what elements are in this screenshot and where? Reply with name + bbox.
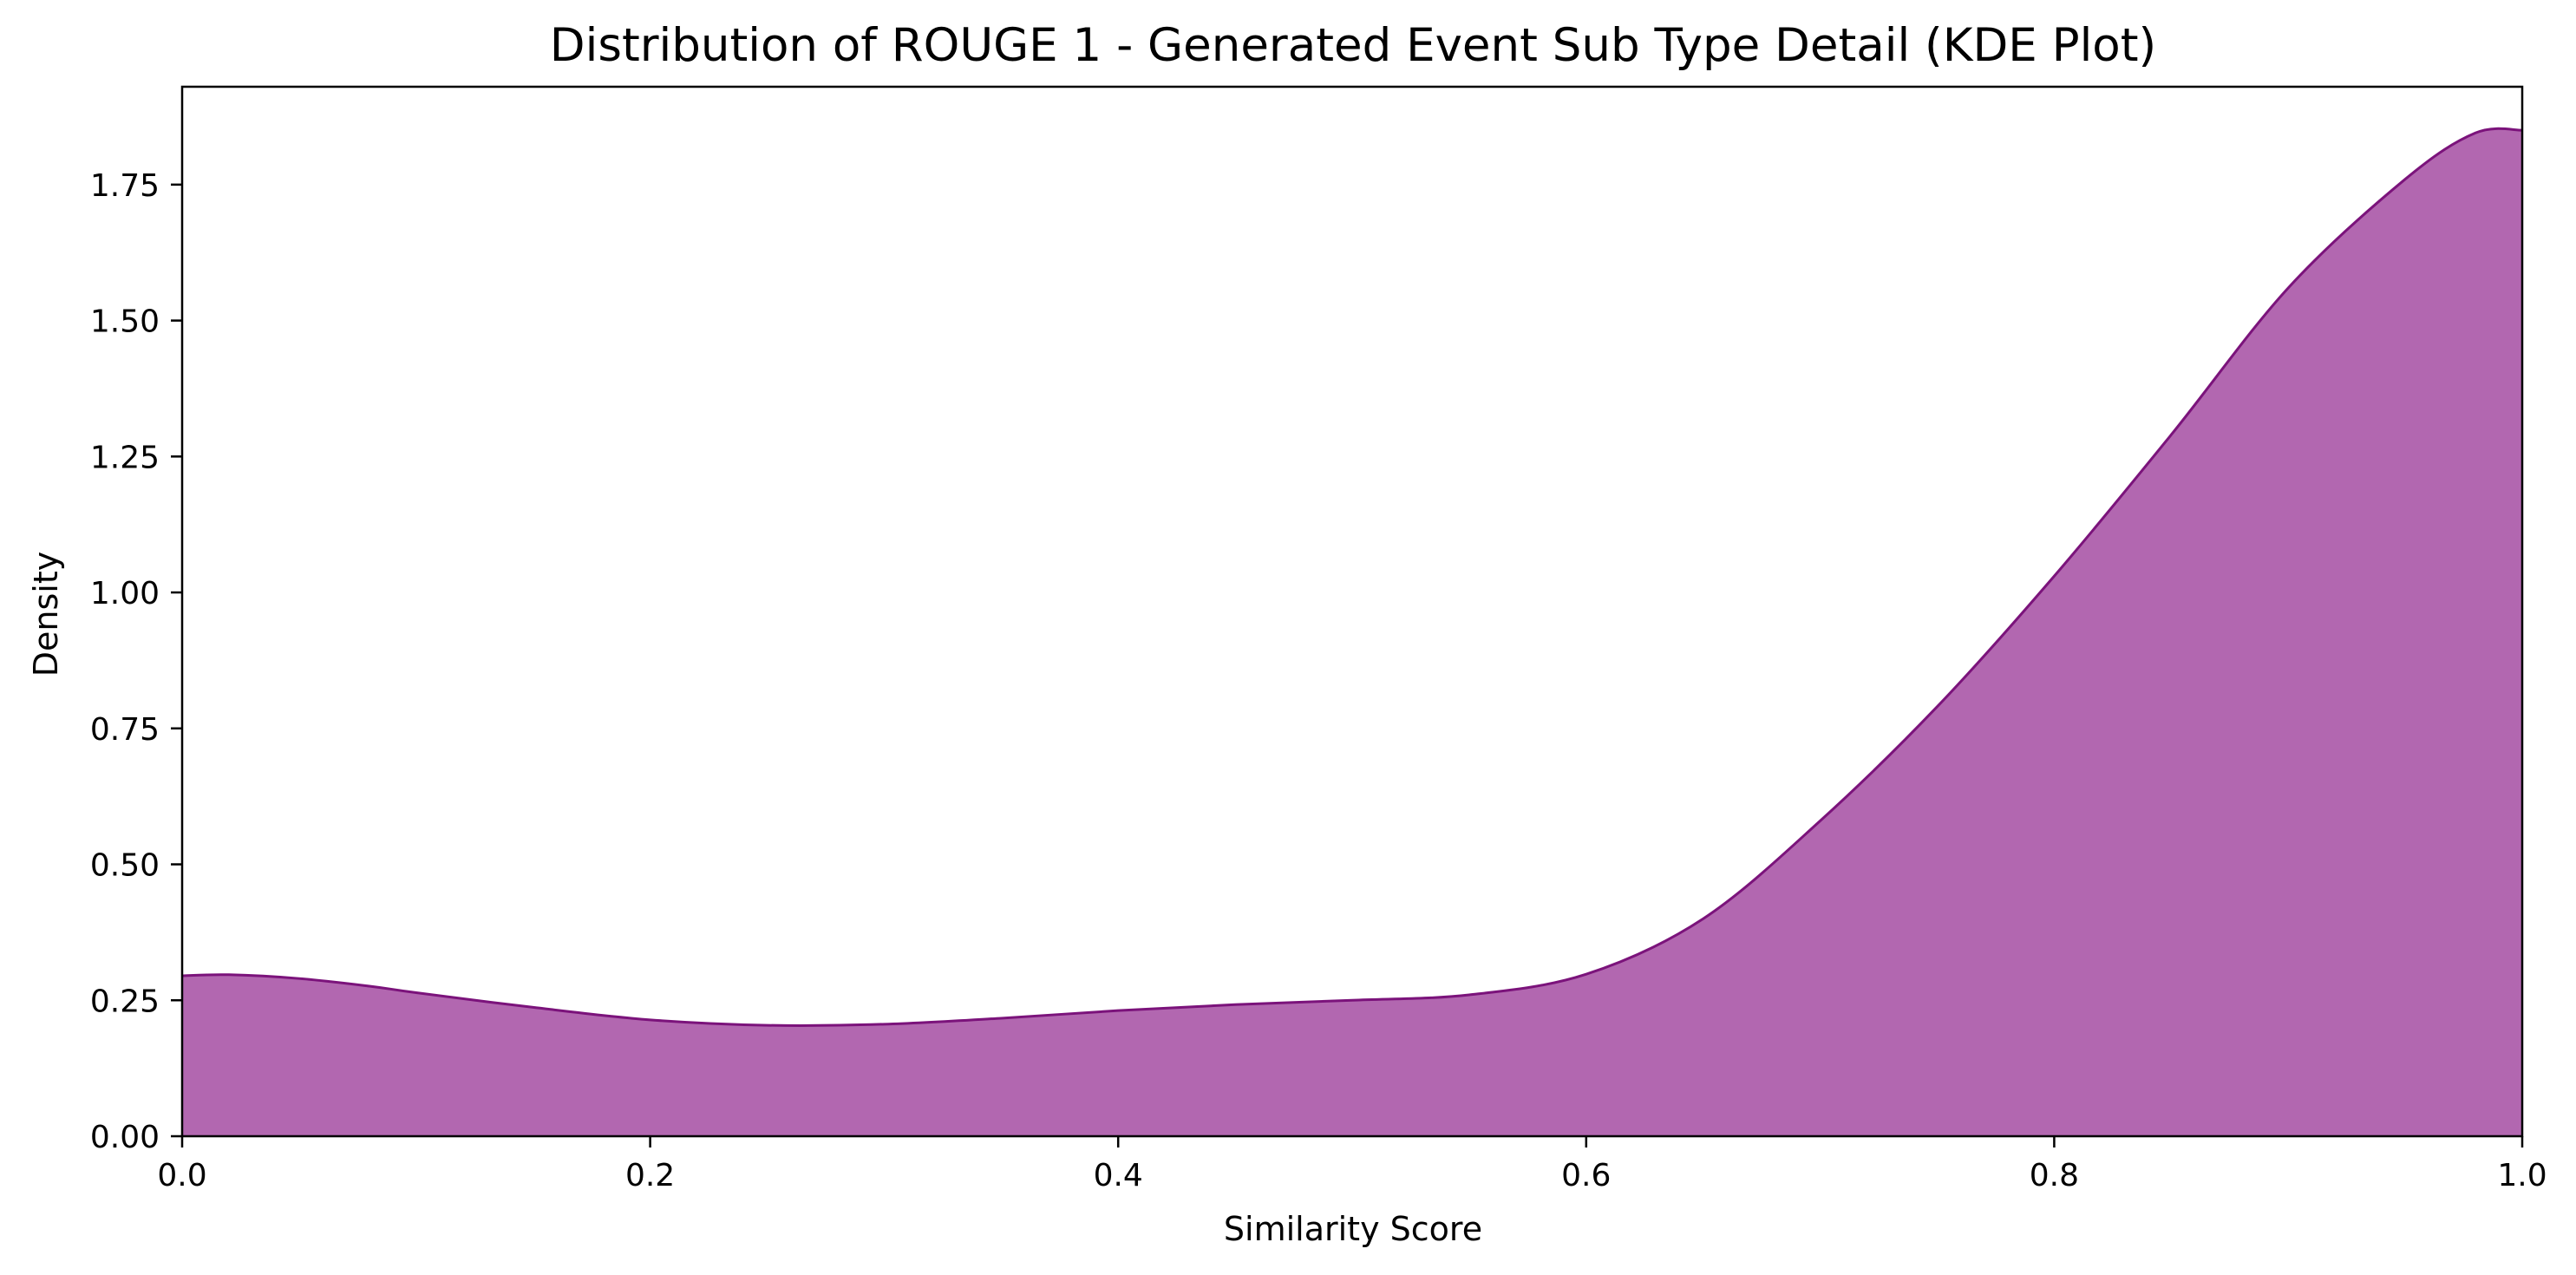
y-axis-label: Density: [27, 552, 65, 677]
x-axis: 0.0 0.2 0.4 0.6 0.8 1.0: [157, 1136, 2547, 1193]
x-tick-label: 1.0: [2497, 1158, 2547, 1193]
x-tick-label: 0.0: [157, 1158, 206, 1193]
kde-area: [182, 128, 2522, 1136]
x-tick-label: 0.2: [625, 1158, 675, 1193]
y-tick-label: 0.50: [90, 848, 160, 884]
plot-area: [181, 127, 2523, 1136]
x-tick-label: 0.8: [2030, 1158, 2079, 1193]
plot-frame: [180, 85, 2524, 1138]
y-tick-label: 0.25: [90, 984, 160, 1019]
x-axis-label: Similarity Score: [1224, 1210, 1482, 1248]
y-tick-label: 0.75: [90, 712, 160, 748]
y-tick-label: 1.75: [90, 168, 160, 204]
y-tick-label: 1.25: [90, 440, 160, 475]
y-tick-label: 1.50: [90, 304, 160, 340]
y-tick-label: 1.00: [90, 576, 160, 611]
chart-title: Distribution of ROUGE 1 - Generated Even…: [550, 19, 2156, 72]
x-tick-label: 0.4: [1094, 1158, 1143, 1193]
y-tick-label: 0.00: [90, 1120, 160, 1155]
x-tick-label: 0.6: [1561, 1158, 1611, 1193]
kde-line: [181, 127, 2523, 1027]
y-axis: 0.00 0.25 0.50 0.75 1.00 1.25 1.50 1.75: [90, 168, 182, 1155]
